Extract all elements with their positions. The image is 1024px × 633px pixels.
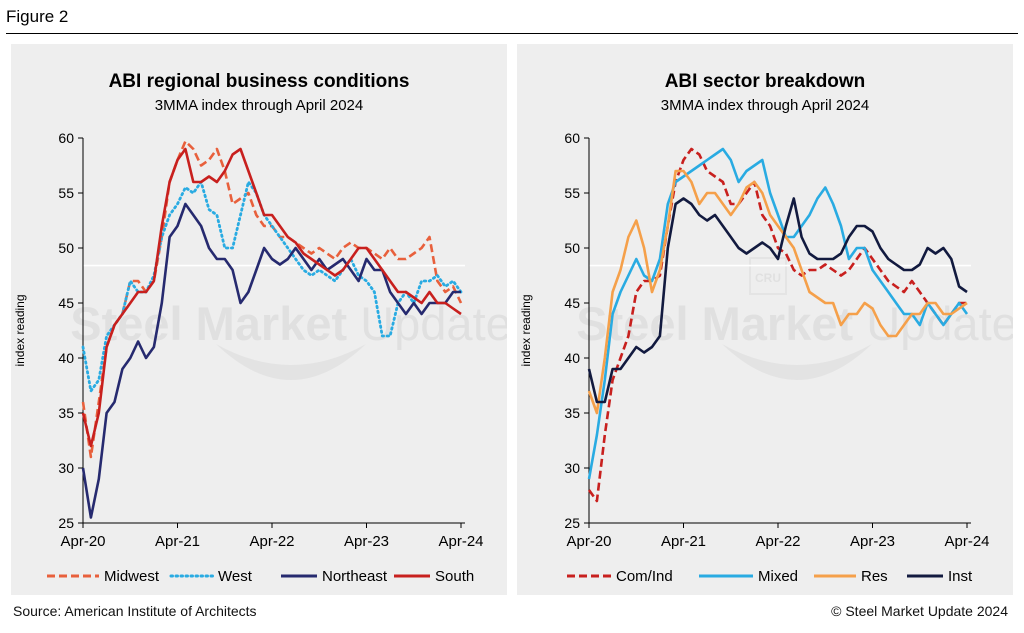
x-tick-label: Apr-22	[755, 533, 800, 550]
legend-label-south: South	[435, 568, 474, 585]
y-axis-label: index reading	[519, 294, 533, 366]
header-divider	[6, 33, 1018, 34]
y-tick-label: 25	[564, 515, 580, 531]
y-tick-label: 50	[564, 240, 580, 256]
series-line-northeast	[81, 202, 461, 519]
figure-label: Figure 2	[6, 7, 69, 26]
source-note: Source: American Institute of Architects	[13, 603, 257, 619]
y-tick-label: 40	[58, 350, 74, 366]
legend-label-inst: Inst	[948, 568, 973, 585]
y-tick-label: 60	[58, 130, 74, 146]
y-tick-label: 45	[58, 295, 74, 311]
y-tick-label: 45	[564, 295, 580, 311]
watermark: Steel Market Update CRU	[576, 257, 1013, 380]
y-tick-label: 40	[564, 350, 580, 366]
y-tick-label: 35	[564, 405, 580, 421]
y-tick-label: 25	[58, 515, 74, 531]
watermark-swoosh	[216, 344, 366, 380]
chart-title: ABI regional business conditions	[109, 71, 410, 92]
series-line-inst	[587, 197, 968, 404]
watermark-text-light: Update	[360, 297, 507, 350]
watermark-badge-box	[749, 257, 787, 295]
x-tick-label: Apr-22	[249, 533, 294, 550]
legend-label-com-ind: Com/Ind	[616, 568, 673, 585]
watermark-text-bold: Steel Market	[70, 297, 360, 350]
chart-title: ABI sector breakdown	[665, 71, 866, 92]
regional-chart-panel: Steel Market Update ABI regional business…	[11, 44, 507, 595]
watermark: Steel Market Update	[70, 297, 507, 380]
y-tick-label: 55	[564, 185, 580, 201]
watermark-text: Steel Market Update	[576, 297, 1013, 350]
x-tick-label: Apr-21	[155, 533, 200, 550]
sector-chart: Steel Market Update CRU ABI sector breakdo…	[519, 71, 1013, 585]
watermark-text: Steel Market Update	[70, 297, 507, 350]
y-tick-label: 55	[58, 185, 74, 201]
watermark-swoosh	[722, 344, 872, 380]
x-tick-label: Apr-23	[344, 533, 389, 550]
y-tick-label: 30	[58, 460, 74, 476]
y-tick-label: 30	[564, 460, 580, 476]
x-tick-label: Apr-20	[60, 533, 105, 550]
y-tick-label: 35	[58, 405, 74, 421]
series-line-south	[81, 147, 462, 448]
x-tick-label: Apr-21	[661, 533, 706, 550]
copyright-note: © Steel Market Update 2024	[831, 603, 1008, 619]
legend-label-mixed: Mixed	[758, 568, 798, 585]
legend-label-northeast: Northeast	[322, 568, 388, 585]
series-line-west	[81, 180, 463, 393]
watermark-text-bold: Steel Market	[576, 297, 866, 350]
x-tick-label: Apr-24	[944, 533, 989, 550]
x-tick-label: Apr-23	[850, 533, 895, 550]
chart-subtitle: 3MMA index through April 2024	[661, 97, 869, 114]
y-axis-label: index reading	[13, 294, 27, 366]
series-line-res	[587, 169, 968, 415]
y-tick-label: 60	[564, 130, 580, 146]
x-tick-label: Apr-24	[438, 533, 483, 550]
legend-label-res: Res	[861, 568, 888, 585]
legend-label-midwest: Midwest	[104, 568, 160, 585]
y-tick-label: 50	[58, 240, 74, 256]
series-line-mixed	[587, 147, 969, 480]
chart-subtitle: 3MMA index through April 2024	[155, 97, 363, 114]
legend-label-west: West	[218, 568, 253, 585]
regional-chart: Steel Market Update ABI regional business…	[13, 71, 507, 585]
x-tick-label: Apr-20	[566, 533, 611, 550]
sector-chart-panel: Steel Market Update CRU ABI sector breakdo…	[517, 44, 1013, 595]
series-line-com-ind	[587, 147, 967, 503]
watermark-badge: CRU	[755, 271, 781, 285]
watermark-text-light: Update	[866, 297, 1013, 350]
